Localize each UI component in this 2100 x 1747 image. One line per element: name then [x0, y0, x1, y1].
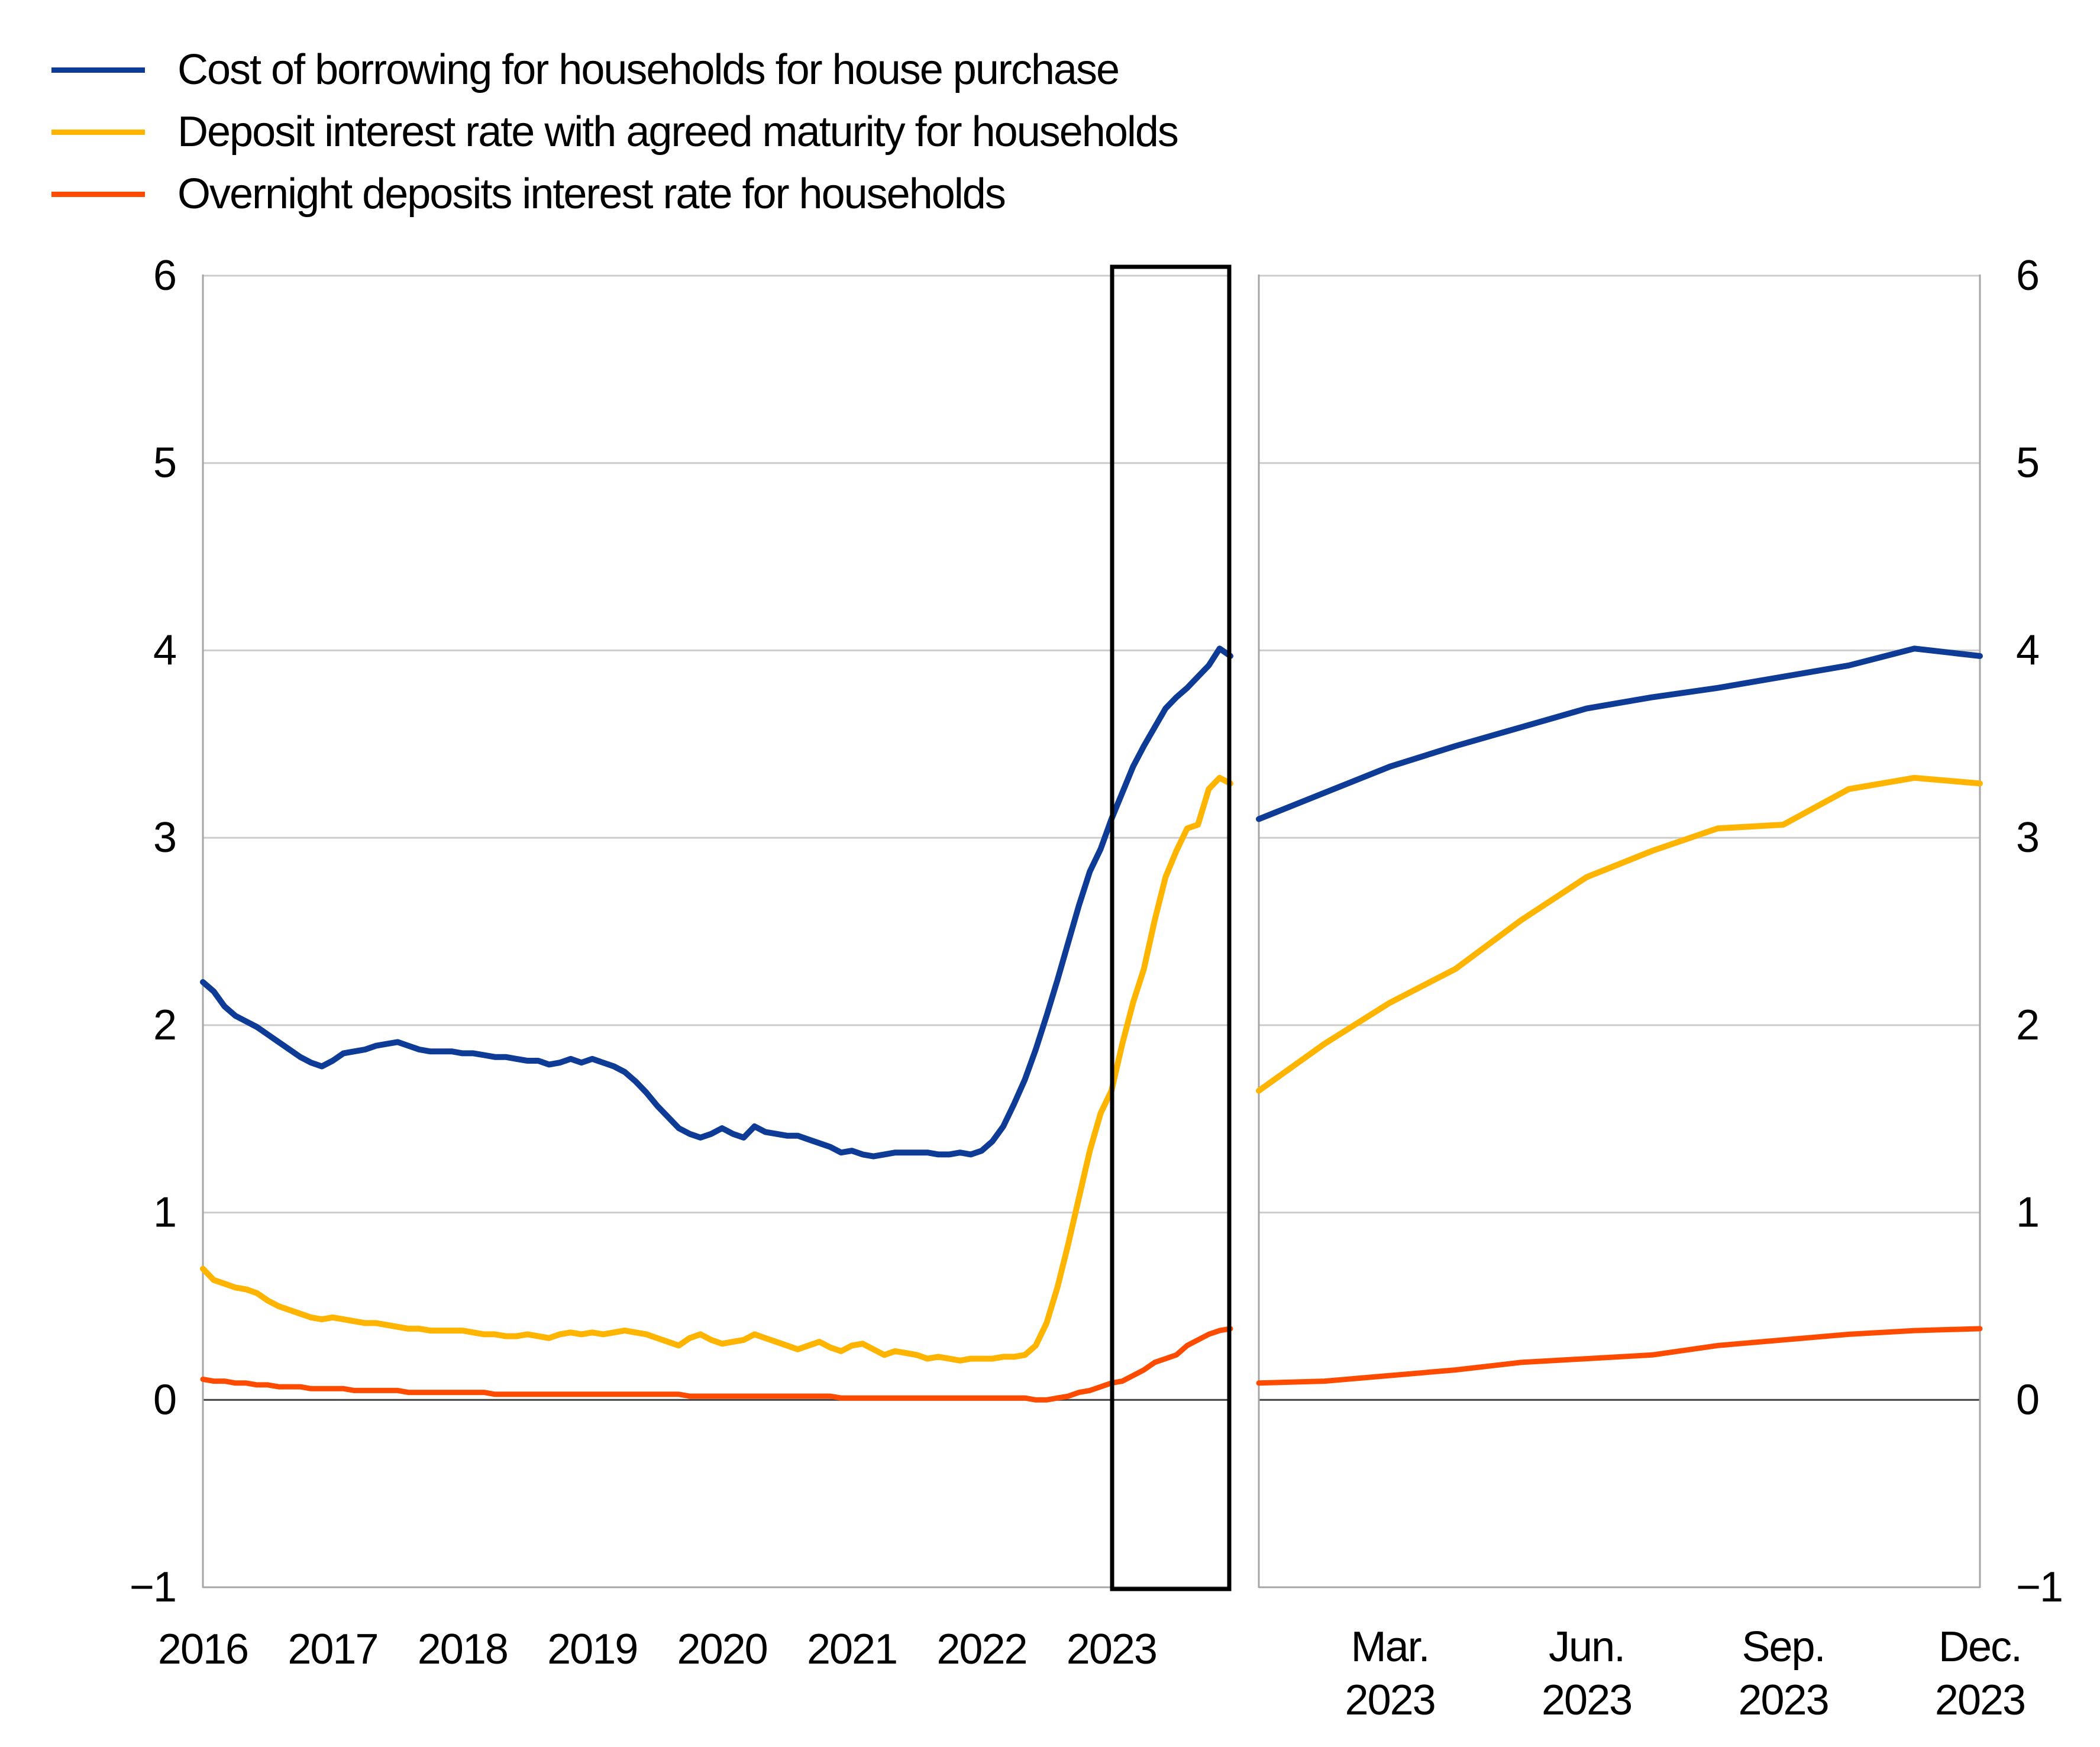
y-tick-left-−1: −1: [130, 1564, 176, 1611]
x-tick-year-2018: 2018: [418, 1626, 508, 1673]
x-tick-month-year-Dec: 2023: [1935, 1677, 2025, 1724]
legend-swatch-cost-of-borrowing: [51, 67, 145, 73]
legend-item-deposit-agreed-maturity: Deposit interest rate with agreed maturi…: [51, 102, 1179, 162]
x-tick-month-year-Mar: 2023: [1345, 1677, 1435, 1724]
y-tick-right-1: 1: [2016, 1189, 2038, 1236]
legend-item-cost-of-borrowing: Cost of borrowing for households for hou…: [51, 40, 1120, 99]
y-tick-left-3: 3: [153, 814, 176, 861]
series-line-right-overnight-deposits: [1256, 1326, 1983, 1386]
y-tick-right-4: 4: [2016, 627, 2038, 674]
x-tick-year-2022: 2022: [936, 1626, 1026, 1673]
y-tick-right-0: 0: [2016, 1376, 2038, 1423]
legend-label-overnight-deposits: Overnight deposits interest rate for hou…: [177, 170, 1006, 218]
y-tick-right-3: 3: [2016, 814, 2038, 861]
y-tick-right-−1: −1: [2016, 1564, 2062, 1611]
series-lines: [200, 645, 1983, 1403]
x-tick-year-2020: 2020: [677, 1626, 767, 1673]
legend-swatch-deposit-agreed-maturity: [51, 129, 145, 135]
legend-item-overnight-deposits: Overnight deposits interest rate for hou…: [51, 164, 1006, 224]
x-axis-labels-right: Mar. 2023 Jun. 2023 Sep. 2023 Dec. 2023: [1345, 1623, 2027, 1724]
y-tick-left-1: 1: [153, 1189, 176, 1236]
legend-swatch-overnight-deposits: [51, 191, 145, 197]
series-line-right-cost-of-borrowing: [1256, 645, 1983, 822]
x-tick-year-2019: 2019: [547, 1626, 637, 1673]
x-tick-month-Jun: Jun.: [1549, 1623, 1624, 1671]
x-tick-year-2021: 2021: [807, 1626, 897, 1673]
legend-label-deposit-agreed-maturity: Deposit interest rate with agreed maturi…: [177, 108, 1179, 156]
y-tick-right-6: 6: [2016, 252, 2038, 299]
x-tick-month-year-Jun: 2023: [1542, 1677, 1631, 1724]
y-tick-left-4: 4: [153, 627, 176, 674]
legend-label-cost-of-borrowing: Cost of borrowing for households for hou…: [177, 46, 1120, 93]
highlight-2023-rectangle: [1110, 264, 1232, 1591]
x-tick-month-Mar: Mar.: [1351, 1623, 1429, 1671]
x-tick-year-2023: 2023: [1067, 1626, 1156, 1673]
x-tick-month-Sep: Sep.: [1742, 1623, 1824, 1671]
x-tick-year-2016: 2016: [158, 1626, 248, 1673]
series-line-left-overnight-deposits: [200, 1326, 1233, 1403]
y-tick-left-5: 5: [153, 440, 176, 487]
y-tick-right-5: 5: [2016, 440, 2038, 487]
series-line-right-deposit-agreed-maturity: [1256, 774, 1983, 1094]
series-line-left-cost-of-borrowing: [200, 645, 1233, 1160]
panel-borders: [202, 275, 1981, 1588]
y-tick-right-2: 2: [2016, 1002, 2038, 1049]
x-tick-month-Dec: Dec.: [1939, 1623, 2021, 1671]
y-tick-left-2: 2: [153, 1002, 176, 1049]
y-axis-labels: 6 6 5 5 4 4 3 3 2 2 1 1 0 0 −1 −1: [130, 252, 2063, 1611]
gridlines: [203, 275, 1980, 1401]
x-tick-year-2017: 2017: [287, 1626, 377, 1673]
series-line-left-deposit-agreed-maturity: [200, 774, 1233, 1364]
x-axis-labels-left: 2016 2017 2018 2019 2020 2021 2022 2023: [158, 1626, 1158, 1673]
y-tick-left-0: 0: [153, 1376, 176, 1423]
y-tick-left-6: 6: [153, 252, 176, 299]
x-tick-month-year-Sep: 2023: [1738, 1677, 1828, 1724]
